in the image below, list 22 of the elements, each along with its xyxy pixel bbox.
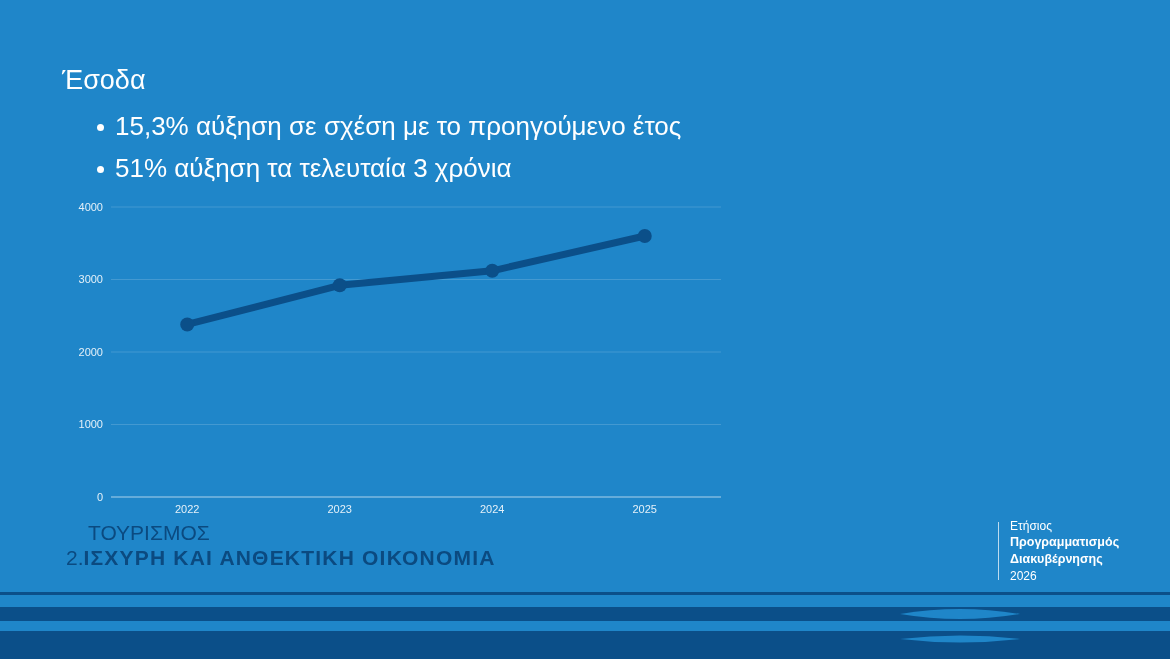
y-tick-label: 4000 xyxy=(78,200,103,213)
x-tick-label: 2024 xyxy=(480,502,505,515)
text: Διακυβέρνησης xyxy=(1010,552,1103,567)
x-tick-label: 2023 xyxy=(327,502,352,515)
text: 51% αύξηση τα τελευταία 3 χρόνια xyxy=(115,153,512,185)
x-tick-label: 2025 xyxy=(632,502,657,515)
text: Ετήσιος xyxy=(1010,519,1052,534)
chart-title: Έσοδα xyxy=(62,64,146,97)
y-tick-label: 3000 xyxy=(78,273,103,286)
text: ΤΟΥΡΙΣΜΟΣ xyxy=(88,520,210,546)
text: 15,3% αύξηση σε σχέση με το προηγούμενο έτος xyxy=(115,111,682,143)
point xyxy=(485,263,500,278)
point xyxy=(637,229,652,243)
text: Προγραμματισμός xyxy=(1010,535,1120,550)
text: 2026 xyxy=(1010,569,1037,584)
point xyxy=(332,278,347,293)
y-tick-label: 2000 xyxy=(78,345,103,358)
x-tick-label: 2022 xyxy=(175,502,200,515)
y-tick-label: 0 xyxy=(96,490,103,503)
point xyxy=(180,317,195,332)
text: 2.ΙΣΧΥΡΗ ΚΑΙ ΑΝΘΕΚΤΙΚΗ ΟΙΚΟΝΟΜΙΑ xyxy=(66,546,496,569)
y-tick-label: 1000 xyxy=(78,418,103,431)
